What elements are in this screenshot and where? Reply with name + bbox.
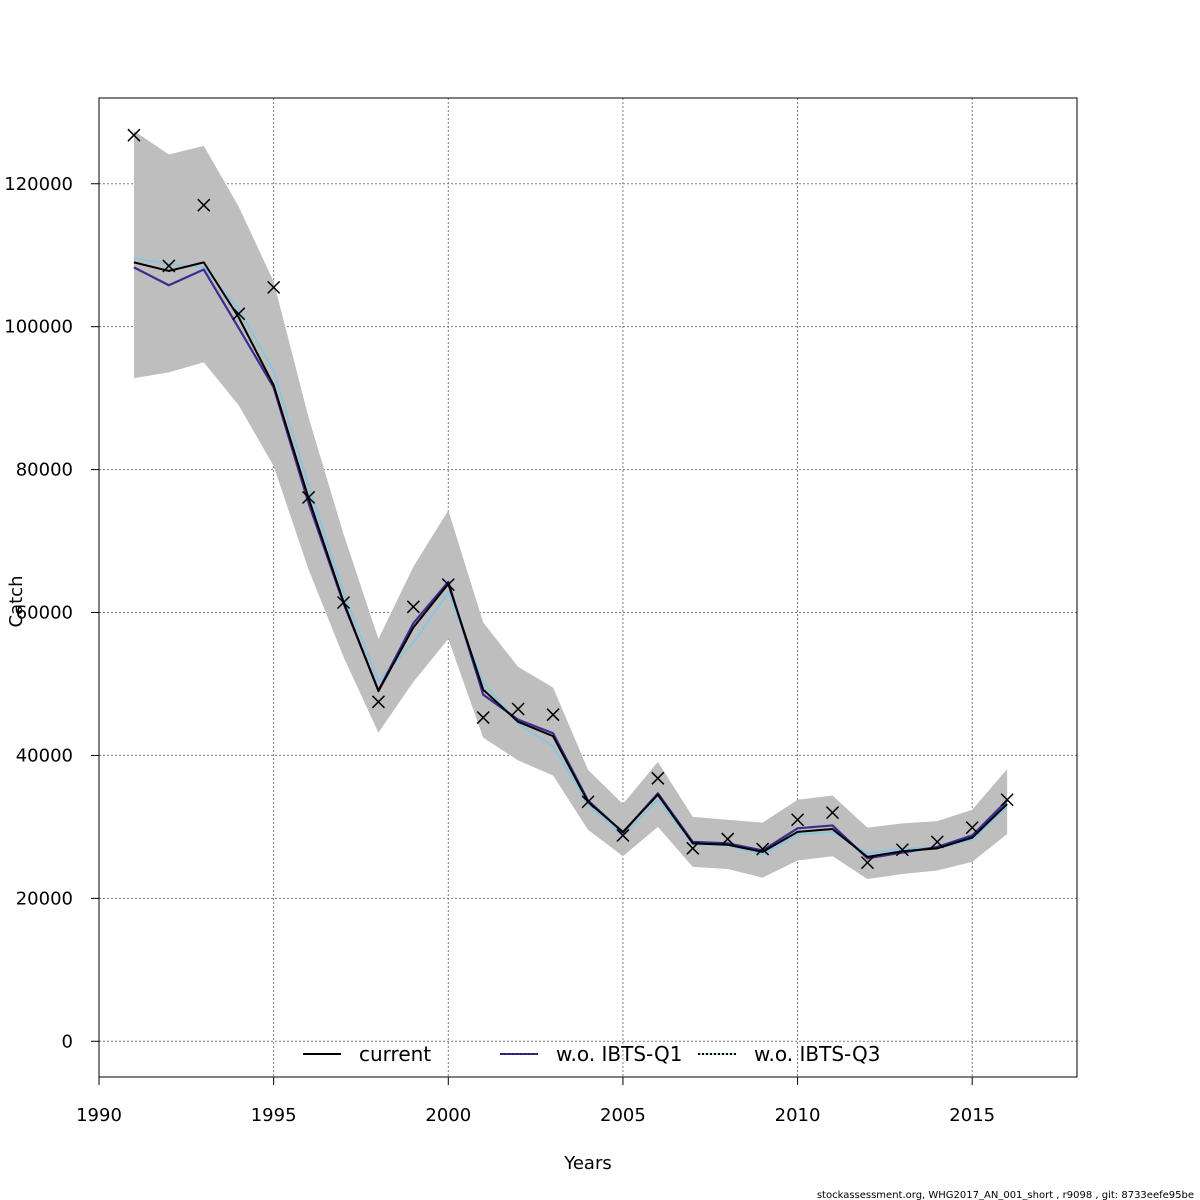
marker-stroke	[302, 490, 316, 504]
observation-marker	[825, 806, 840, 820]
marker-stroke	[791, 813, 805, 827]
observation-marker	[546, 708, 560, 722]
x-tick-label: 2015	[949, 1105, 995, 1126]
marker-stroke	[476, 711, 490, 725]
observation-marker	[721, 832, 735, 846]
marker-stroke	[511, 702, 525, 716]
marker-stroke	[721, 832, 735, 846]
observation-marker	[511, 702, 525, 716]
marker-stroke	[895, 843, 909, 857]
observation-marker	[197, 198, 211, 212]
observation-marker	[267, 280, 281, 294]
y-tick-label: 20000	[16, 888, 73, 909]
marker-stroke	[371, 695, 385, 709]
marker-stroke	[127, 128, 141, 142]
footer-note: stockassessment.org, WHG2017_AN_001_shor…	[817, 1190, 1194, 1200]
x-tick-label: 2000	[425, 1105, 471, 1126]
marker-stroke	[825, 806, 840, 820]
y-tick-label: 40000	[16, 745, 73, 766]
y-axis-title: Catch	[6, 576, 27, 628]
marker-stroke	[581, 795, 595, 809]
x-tick-label: 2010	[775, 1105, 821, 1126]
marker-stroke	[197, 198, 211, 212]
x-axis-title: Years	[563, 1153, 612, 1174]
observation-marker	[336, 595, 351, 610]
marker-stroke	[965, 821, 979, 835]
observation-marker	[302, 490, 316, 504]
y-tick-label: 0	[62, 1031, 73, 1052]
x-tick-label: 1995	[251, 1105, 297, 1126]
marker-stroke	[441, 578, 455, 592]
observation-marker	[1000, 793, 1014, 807]
marker-stroke	[336, 595, 351, 610]
observation-marker	[965, 821, 979, 835]
observation-marker	[162, 259, 176, 273]
marker-stroke	[860, 856, 874, 870]
marker-stroke	[267, 280, 281, 294]
legend-label: w.o. IBTS-Q1	[556, 1042, 682, 1066]
y-tick-label: 120000	[4, 174, 73, 195]
series-line-current-overlay	[133, 261, 1008, 858]
observation-marker	[930, 835, 944, 849]
y-tick-label: 80000	[16, 460, 73, 481]
legend: current w.o. IBTS-Q1 w.o. IBTS-Q3	[303, 1042, 880, 1066]
observation-marker	[127, 128, 141, 142]
observation-marker	[895, 843, 909, 857]
series-layer	[133, 257, 1008, 860]
legend-label: current	[359, 1042, 431, 1066]
legend-label: w.o. IBTS-Q3	[754, 1042, 880, 1066]
observation-marker	[860, 856, 874, 870]
y-tick-label: 60000	[16, 603, 73, 624]
marker-stroke	[162, 259, 176, 273]
marker-stroke	[232, 307, 246, 321]
marker-stroke	[686, 841, 700, 855]
observation-marker	[476, 711, 490, 725]
observation-marker	[791, 813, 805, 827]
plot-frame	[98, 97, 1078, 1078]
y-tick-label: 100000	[4, 317, 73, 338]
observation-marker	[756, 842, 770, 856]
marker-stroke	[616, 828, 630, 842]
x-tick-label: 2005	[600, 1105, 646, 1126]
observation-marker	[686, 841, 700, 855]
marker-stroke	[406, 600, 420, 614]
observation-marker	[371, 695, 385, 709]
marker-stroke	[546, 708, 560, 722]
observation-marker	[651, 771, 665, 785]
series-line-w-o-ibts-q3	[133, 257, 1008, 856]
observation-marker	[232, 307, 246, 321]
observation-markers	[127, 128, 1014, 870]
x-tick-label: 1990	[76, 1105, 122, 1126]
axes: 1990 1995 2000 2005 2010 2015 0 20000 40000 60000…	[4, 174, 995, 1126]
marker-stroke	[930, 835, 944, 849]
observation-marker	[406, 600, 420, 614]
observation-marker	[581, 795, 595, 809]
observation-marker	[441, 578, 455, 592]
marker-stroke	[756, 842, 770, 856]
observation-marker	[616, 828, 630, 842]
marker-stroke	[1000, 793, 1014, 807]
marker-stroke	[651, 771, 665, 785]
